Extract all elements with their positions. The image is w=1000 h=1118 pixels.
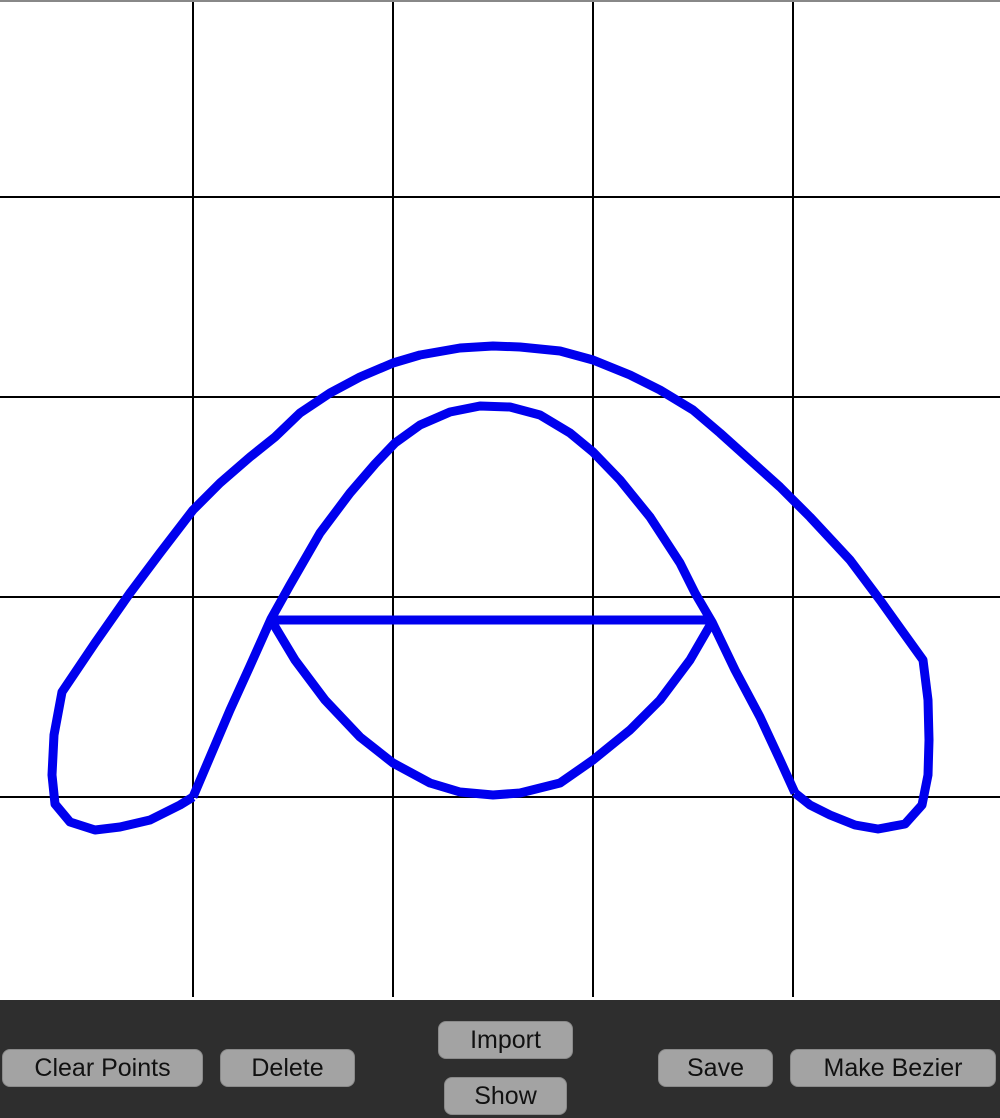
clear-points-button[interactable]: Clear Points: [2, 1049, 203, 1087]
make-bezier-button[interactable]: Make Bezier: [790, 1049, 996, 1087]
delete-button[interactable]: Delete: [220, 1049, 355, 1087]
show-button[interactable]: Show: [444, 1077, 567, 1115]
grid-lines: [0, 0, 1000, 997]
lower-bowl-curve: [267, 617, 716, 800]
canvas-background: [0, 0, 1000, 1000]
import-button[interactable]: Import: [438, 1021, 573, 1059]
outer-arch-curve: [47, 341, 934, 835]
save-button[interactable]: Save: [658, 1049, 773, 1087]
curve-layer: [47, 341, 934, 835]
drawing-canvas[interactable]: [0, 0, 1000, 1000]
bottom-toolbar: Clear Points Delete Import Show Save Mak…: [0, 1000, 1000, 1118]
